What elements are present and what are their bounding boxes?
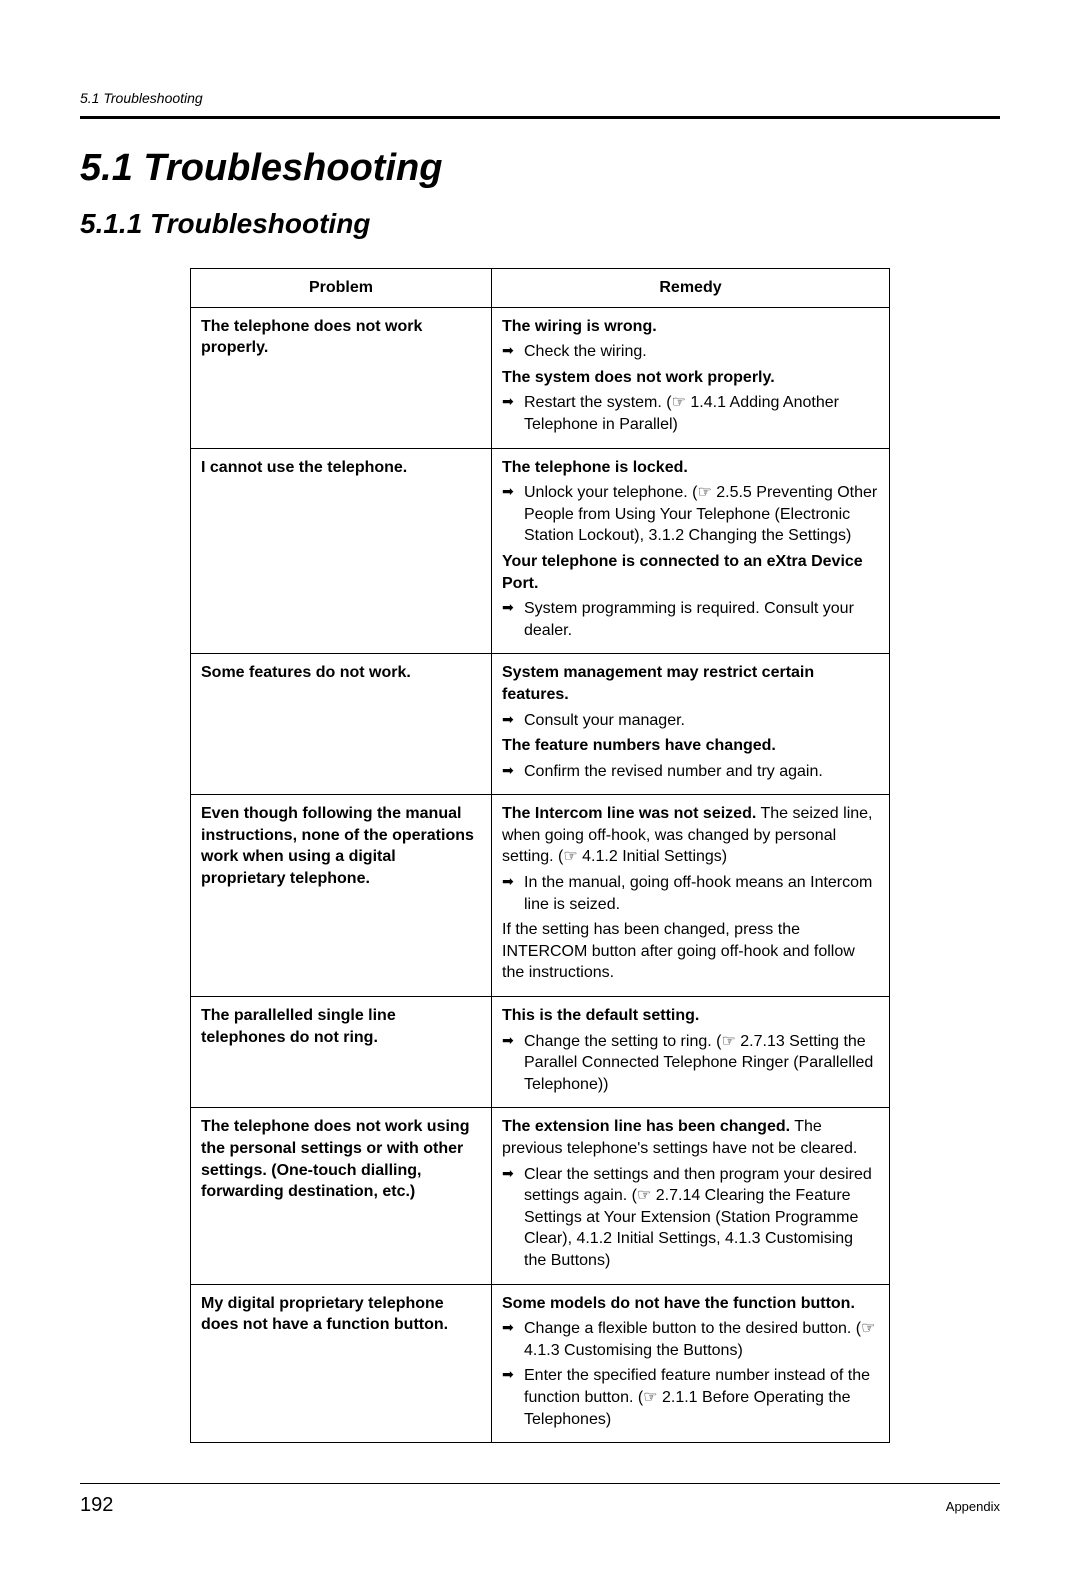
remedy-heading: The telephone is locked.	[502, 457, 879, 479]
remedy-heading-inline: The Intercom line was not seized.	[502, 805, 756, 822]
cross-reference: 2.7.14 Clearing the Feature Settings at …	[524, 1187, 858, 1269]
page-footer: 192 Appendix	[80, 1443, 1000, 1517]
remedy-heading: The wiring is wrong.	[502, 316, 879, 338]
remedy-text: If the setting has been changed, press t…	[502, 919, 879, 984]
cell-remedy: The wiring is wrong. Check the wiring. The…	[492, 307, 890, 448]
table-header-row: Problem Remedy	[191, 269, 890, 308]
remedy-step: Restart the system. (1.4.1 Adding Anothe…	[502, 392, 879, 435]
remedy-heading: The feature numbers have changed.	[502, 735, 879, 757]
cell-problem: Even though following the manual instruc…	[191, 795, 492, 997]
document-page: 5.1 Troubleshooting 5.1 Troubleshooting …	[0, 0, 1080, 1577]
cross-reference: 1.4.1 Adding Another Telephone in Parall…	[524, 394, 839, 433]
cross-reference: 4.1.2 Initial Settings	[563, 848, 721, 865]
cross-reference: 2.5.5 Preventing Other People from Using…	[524, 484, 877, 544]
footer-section-label: Appendix	[946, 1499, 1000, 1514]
remedy-text: The Intercom line was not seized. The se…	[502, 803, 879, 868]
remedy-step: Change the setting to ring. (2.7.13 Sett…	[502, 1031, 879, 1096]
remedy-step: Enter the specified feature number inste…	[502, 1365, 879, 1430]
header-rule	[80, 116, 1000, 119]
cell-remedy: The telephone is locked. Unlock your tele…	[492, 448, 890, 654]
cell-remedy: System management may restrict certain f…	[492, 654, 890, 795]
troubleshooting-table: Problem Remedy The telephone does not wo…	[190, 268, 890, 1443]
cell-problem: Some features do not work.	[191, 654, 492, 795]
remedy-step: Change a flexible button to the desired …	[502, 1318, 879, 1361]
remedy-heading-inline: The extension line has been changed.	[502, 1118, 790, 1135]
cell-remedy: The extension line has been changed. The…	[492, 1108, 890, 1284]
cross-reference: 2.1.1 Before Operating the Telephones	[524, 1389, 851, 1428]
col-remedy: Remedy	[492, 269, 890, 308]
remedy-text: The extension line has been changed. The…	[502, 1116, 879, 1159]
cell-problem: My digital proprietary telephone does no…	[191, 1284, 492, 1443]
heading-subsection: 5.1.1 Troubleshooting	[80, 208, 1000, 240]
remedy-step: Confirm the revised number and try again…	[502, 761, 879, 783]
remedy-step: System programming is required. Consult …	[502, 598, 879, 641]
table-row: My digital proprietary telephone does no…	[191, 1284, 890, 1443]
cell-problem: The parallelled single line telephones d…	[191, 997, 492, 1108]
cell-problem: I cannot use the telephone.	[191, 448, 492, 654]
remedy-step: Check the wiring.	[502, 341, 879, 363]
table-row: The telephone does not work properly.The…	[191, 307, 890, 448]
running-header: 5.1 Troubleshooting	[80, 90, 1000, 106]
cross-reference: 2.7.13 Setting the Parallel Connected Te…	[524, 1033, 873, 1093]
page-number: 192	[80, 1494, 113, 1517]
remedy-heading: This is the default setting.	[502, 1005, 879, 1027]
remedy-step: Consult your manager.	[502, 710, 879, 732]
remedy-heading: Your telephone is connected to an eXtra …	[502, 551, 879, 594]
cell-problem: The telephone does not work using the pe…	[191, 1108, 492, 1284]
cell-problem: The telephone does not work properly.	[191, 307, 492, 448]
table-row: Even though following the manual instruc…	[191, 795, 890, 997]
remedy-step: In the manual, going off-hook means an I…	[502, 872, 879, 915]
remedy-step: Clear the settings and then program your…	[502, 1164, 879, 1272]
cell-remedy: This is the default setting. Change the s…	[492, 997, 890, 1108]
col-problem: Problem	[191, 269, 492, 308]
table-row: I cannot use the telephone.The telephone…	[191, 448, 890, 654]
cross-reference: 4.1.3 Customising the Buttons	[524, 1320, 875, 1359]
remedy-step: Unlock your telephone. (2.5.5 Preventing…	[502, 482, 879, 547]
table-body: The telephone does not work properly.The…	[191, 307, 890, 1443]
cell-remedy: The Intercom line was not seized. The se…	[492, 795, 890, 997]
table-row: The parallelled single line telephones d…	[191, 997, 890, 1108]
footer-rule	[80, 1483, 1000, 1484]
remedy-heading: System management may restrict certain f…	[502, 662, 879, 705]
table-row: Some features do not work.System managem…	[191, 654, 890, 795]
heading-section: 5.1 Troubleshooting	[80, 147, 1000, 190]
cell-remedy: Some models do not have the function but…	[492, 1284, 890, 1443]
remedy-heading: Some models do not have the function but…	[502, 1293, 879, 1315]
table-row: The telephone does not work using the pe…	[191, 1108, 890, 1284]
remedy-heading: The system does not work properly.	[502, 367, 879, 389]
